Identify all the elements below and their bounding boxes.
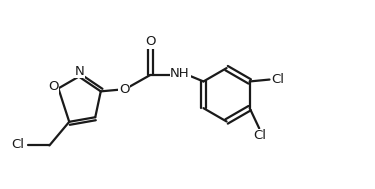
Text: O: O <box>119 83 130 96</box>
Text: Cl: Cl <box>272 73 284 86</box>
Text: N: N <box>75 65 84 78</box>
Text: NH: NH <box>170 67 190 80</box>
Text: O: O <box>48 80 58 93</box>
Text: O: O <box>145 35 156 48</box>
Text: Cl: Cl <box>254 129 267 143</box>
Text: Cl: Cl <box>12 138 25 151</box>
